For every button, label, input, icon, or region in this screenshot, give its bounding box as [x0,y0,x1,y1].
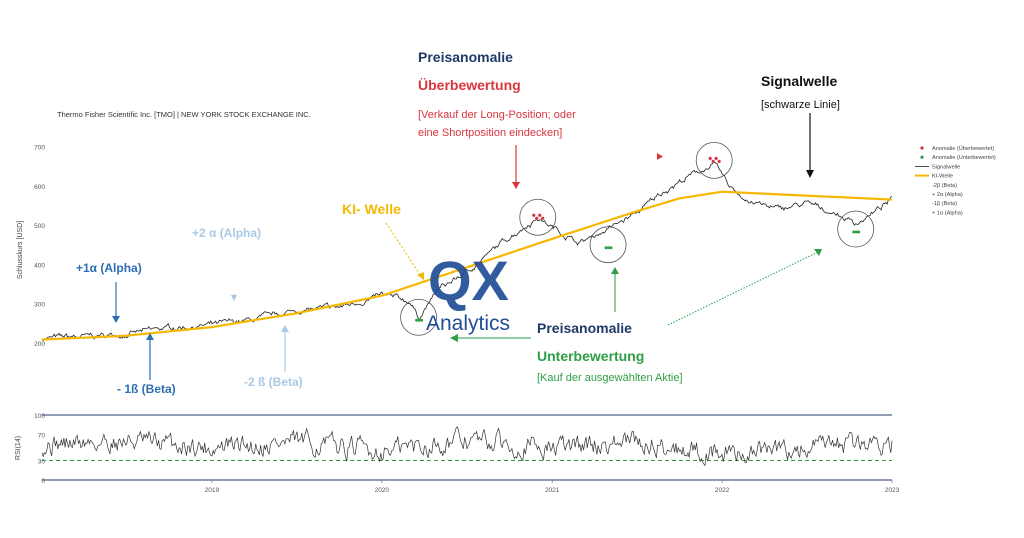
legend-label-0: Anomalie (Überbewertet) [932,145,994,152]
alpha2-arrowhead [231,295,237,301]
y-tick-label-400: 400 [34,262,45,269]
overval-anomaly-point-1-2 [714,156,718,160]
y-tick-label-700: 700 [34,145,45,152]
alpha1-label: +1α (Alpha) [76,261,142,275]
signalwelle-series-line [41,161,893,342]
underval-arrowhead-right [814,249,822,256]
underval-subtitle: Unterbewertung [537,348,644,364]
underval-arrowhead-left [450,334,458,342]
rsi-y-axis-label: RSI(14) [15,436,22,460]
rsi-series-line [41,426,893,467]
underval-anomaly-point-2-2 [857,230,861,234]
overval-note-1: [Verkauf der Long-Position; oder [418,109,576,121]
legend-label-4: -2β (Beta) [932,183,957,189]
overval-title: Preisanomalie [418,49,513,65]
x-tick-label-2021: 2021 [545,487,560,494]
x-tick-label-2019: 2019 [205,487,220,494]
underval-anomaly-point-1-0 [604,246,608,250]
legend-label-1: Anomalie (Unterbewertet) [932,155,996,161]
underval-note: [Kauf der ausgewählten Aktie] [537,372,683,384]
ki-welle-label: KI- Welle [342,201,401,217]
chart-legend: Anomalie (Überbewertet) Anomalie (Unterbe… [915,145,996,216]
beta2-arrowhead [281,325,289,332]
overval-arrowhead [512,182,520,189]
ki-welle-arrowhead [417,272,424,280]
rsi-tick-label-100: 100 [34,413,45,420]
rsi-tick-label-0: 0 [41,478,45,485]
beta2-label: -2 ß (Beta) [244,375,303,389]
alpha2-label: +2 α (Alpha) [192,226,261,240]
beta1-arrowhead [146,333,154,340]
y-tick-label-600: 600 [34,184,45,191]
logo-qx: QX [428,249,509,312]
y-tick-label-200: 200 [34,341,45,348]
rsi-panel: 0 30 70 100 RSI(14) [15,413,893,485]
main-y-axis-label: Schlusskurs [USD] [17,221,24,279]
x-tick-label-2023: 2023 [885,487,900,494]
x-axis: 2019 2020 2021 2022 2023 [205,480,900,494]
underval-anomaly-point-2-1 [854,230,858,234]
signal-title: Signalwelle [761,73,837,89]
underval-arrowhead-up [611,267,619,274]
legend-marker-1 [920,155,924,159]
ki-welle-series-line [41,190,893,341]
signal-note: [schwarze Linie] [761,99,840,111]
legend-label-7: + 1α (Alpha) [932,210,963,216]
main-y-axis: 200 300 400 500 600 700 [34,145,45,348]
underval-anomaly-point-1-1 [607,246,611,250]
x-tick-label-2020: 2020 [375,487,390,494]
rsi-tick-label-70: 70 [38,433,46,440]
overval-anomaly-point-1-1 [711,159,715,163]
beta1-label: - 1ß (Beta) [117,382,176,396]
alpha1-arrowhead [112,316,120,323]
y-tick-label-300: 300 [34,302,45,309]
overval-anomaly-point-0-3 [541,216,545,220]
underval-anomaly-point-0-2 [420,318,424,322]
signal-arrowhead [806,170,814,178]
chart-title: Thermo Fisher Scientific Inc. [TMO] | NE… [57,110,311,119]
legend-label-5: + 2α (Alpha) [932,192,963,198]
legend-label-2: Signalwelle [932,164,960,170]
overval-anomaly-circle-0 [519,198,557,236]
rsi-y-axis: 0 30 70 100 [34,413,45,485]
overval-subtitle: Überbewertung [418,77,521,93]
ki-welle-arrow [385,222,422,277]
x-tick-label-2022: 2022 [715,487,730,494]
underval-anomaly-point-0-1 [417,318,421,322]
overval-anomaly-point-0-2 [538,213,542,217]
y-tick-label-500: 500 [34,223,45,230]
underval-anomaly-point-0-0 [415,318,419,322]
underval-anomaly-point-2-0 [852,230,856,234]
overval-anomaly-point-1-0 [708,156,712,160]
overval-anomaly-point-0-1 [535,216,539,220]
underval-anomaly-point-1-2 [609,246,613,250]
underval-arrow-right [667,251,819,326]
underval-anomaly-circle-0 [400,298,437,336]
underval-title: Preisanomalie [537,320,632,336]
overval-anomaly-point-1-3 [717,159,721,163]
underval-anomaly-circle-1 [589,226,627,264]
legend-label-3: KI-Welle [932,174,953,180]
legend-marker-0 [920,146,924,150]
overval-anomaly-point-0-0 [532,213,536,217]
underval-anomaly-circle-2 [837,210,875,248]
overval-note-2: eine Shortposition eindecken] [418,127,562,139]
legend-label-6: -1β (Beta) [932,201,957,207]
anomaly-markers [400,141,875,336]
rsi-tick-label-30: 30 [38,459,46,466]
logo-analytics: Analytics [426,312,510,335]
overval-pointer-triangle [657,153,663,160]
overval-anomaly-circle-1 [695,141,733,179]
